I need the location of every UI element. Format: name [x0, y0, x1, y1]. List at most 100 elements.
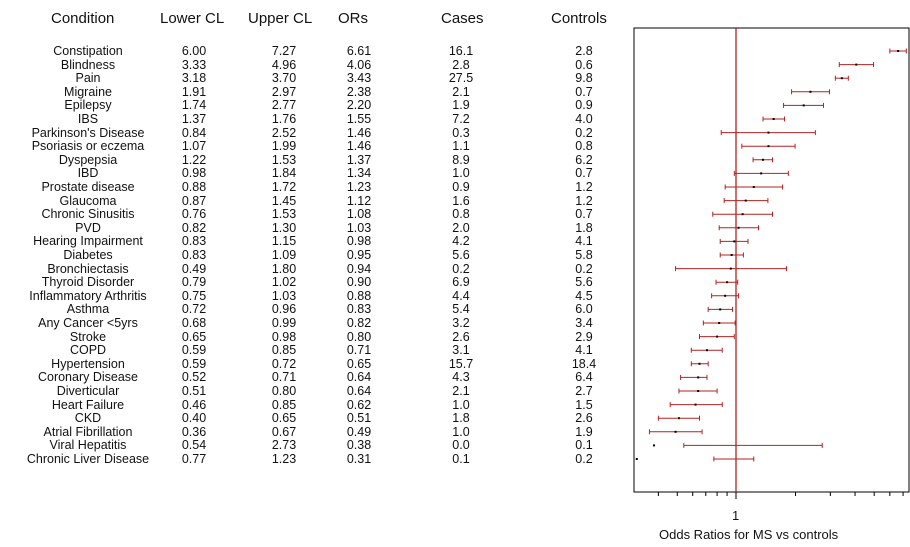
or-cell: 0.98 — [346, 234, 372, 249]
lower-cl-cell: 0.65 — [181, 329, 207, 344]
lower-cl-cell: 0.36 — [181, 424, 207, 439]
cases-cell: 16.1 — [448, 44, 474, 58]
or-point — [719, 308, 722, 311]
cases-cell: 8.9 — [452, 152, 470, 167]
controls-cell: 6.4 — [575, 370, 593, 385]
or-point — [760, 172, 763, 175]
header-condition: Condition — [51, 10, 115, 27]
or-point — [767, 145, 770, 148]
x-axis-label: Odds Ratios for MS vs controls — [659, 527, 839, 542]
cases-cell: 1.8 — [452, 411, 470, 426]
condition-cell: Pain — [75, 71, 101, 86]
or-cell: 1.55 — [346, 112, 372, 126]
cases-cell: 1.6 — [452, 193, 470, 208]
lower-cl-cell: 0.79 — [181, 275, 207, 290]
cases-cell: 27.5 — [448, 71, 474, 86]
condition-cell: Stroke — [69, 329, 107, 344]
controls-cell: 1.2 — [575, 193, 593, 208]
controls-cell: 0.7 — [575, 84, 593, 99]
or-point — [744, 199, 747, 202]
condition-cell: Epilepsy — [64, 98, 112, 113]
or-cell: 1.23 — [346, 180, 372, 194]
cases-cell: 4.4 — [452, 288, 470, 303]
condition-cell: Parkinson's Disease — [31, 125, 145, 140]
or-point — [840, 77, 843, 80]
condition-cell: Inflammatory Arthritis — [29, 288, 147, 303]
cases-cell: 6.9 — [452, 275, 470, 290]
or-point — [716, 335, 719, 338]
lower-cl-cell: 0.59 — [181, 343, 207, 358]
or-point — [726, 281, 729, 284]
condition-cell: Diabetes — [63, 248, 113, 262]
condition-cell: Atrial Fibrillation — [43, 424, 133, 439]
cases-cell: 0.1 — [452, 452, 470, 466]
controls-cell: 0.9 — [575, 98, 593, 113]
header-controls: Controls — [551, 10, 607, 27]
controls-cell: 18.4 — [571, 356, 597, 371]
lower-cl-cell: 0.52 — [181, 370, 207, 385]
or-cell: 6.61 — [346, 44, 372, 58]
or-cell: 2.20 — [346, 98, 372, 113]
lower-cl-cell: 0.84 — [181, 125, 207, 140]
cases-cell: 4.2 — [452, 234, 470, 249]
controls-cell: 6.0 — [575, 302, 593, 317]
lower-cl-cell: 0.83 — [181, 234, 207, 249]
or-point — [733, 240, 736, 243]
controls-cell: 0.2 — [575, 125, 593, 140]
cases-cell: 5.6 — [452, 248, 470, 262]
lower-cl-cell: 0.82 — [181, 220, 207, 235]
condition-cell: Chronic Liver Disease — [26, 452, 150, 466]
or-cell: 1.08 — [346, 207, 372, 222]
lower-cl-cell: 0.75 — [181, 288, 207, 303]
or-point — [635, 458, 638, 460]
controls-cell: 0.2 — [575, 452, 593, 466]
condition-cell: Bronchiectasis — [47, 261, 129, 276]
condition-cell: COPD — [69, 343, 107, 358]
header-cases: Cases — [441, 10, 484, 27]
controls-cell: 9.8 — [575, 71, 593, 86]
or-point — [897, 50, 900, 52]
controls-cell: 1.9 — [575, 424, 593, 439]
lower-cl-cell: 0.88 — [181, 180, 207, 194]
controls-cell: 6.2 — [575, 152, 593, 167]
lower-cl-cell: 0.40 — [181, 411, 207, 426]
cases-cell: 1.9 — [452, 98, 470, 113]
controls-cell: 0.7 — [575, 166, 593, 181]
lower-cl-cell: 6.00 — [181, 44, 207, 58]
or-cell: 1.46 — [346, 125, 372, 140]
or-point — [855, 63, 858, 66]
cases-cell: 2.1 — [452, 84, 470, 99]
condition-cell: Asthma — [66, 302, 110, 317]
or-cell: 0.62 — [346, 397, 372, 412]
or-cell: 0.51 — [346, 411, 372, 426]
controls-cell: 4.1 — [575, 234, 593, 249]
or-cell: 0.65 — [346, 356, 372, 371]
or-point — [802, 104, 805, 107]
or-point — [724, 294, 727, 297]
cases-cell: 5.4 — [452, 302, 470, 317]
header-upper-cl: Upper CL — [248, 10, 313, 27]
upper-cl-cell: 0.99 — [271, 316, 297, 330]
condition-cell: Diverticular — [56, 384, 120, 398]
cases-cell: 15.7 — [448, 356, 474, 371]
upper-cl-cell: 2.73 — [271, 438, 297, 453]
condition-cell: Hearing Impairment — [33, 234, 143, 249]
or-cell: 0.31 — [346, 452, 372, 466]
controls-cell: 4.1 — [575, 343, 593, 358]
cases-cell: 1.0 — [452, 424, 470, 439]
or-cell: 2.38 — [346, 84, 372, 99]
cases-cell: 0.0 — [452, 438, 470, 453]
or-point — [705, 349, 708, 352]
upper-cl-cell: 1.23 — [271, 452, 297, 466]
or-point — [697, 376, 700, 379]
lower-cl-cell: 3.33 — [181, 57, 207, 72]
upper-cl-cell: 1.53 — [271, 152, 297, 167]
upper-cl-cell: 0.85 — [271, 343, 297, 358]
lower-cl-cell: 0.49 — [181, 261, 207, 276]
upper-cl-cell: 1.76 — [271, 112, 297, 126]
upper-cl-cell: 0.98 — [271, 329, 297, 344]
or-point — [752, 186, 755, 188]
or-point — [677, 417, 680, 420]
or-cell: 0.83 — [346, 302, 372, 317]
cases-cell: 2.6 — [452, 329, 470, 344]
